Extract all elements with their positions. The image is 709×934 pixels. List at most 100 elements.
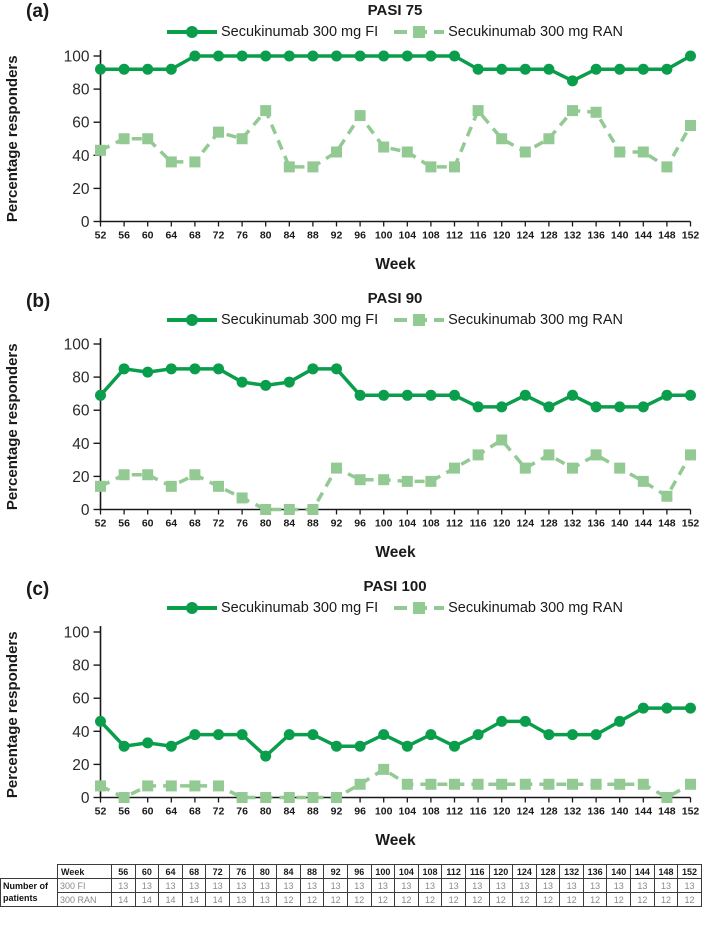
x-tick-label: 112	[446, 230, 463, 242]
x-tick-label: 148	[658, 230, 676, 242]
data-point	[449, 778, 460, 790]
y-tick-label: 40	[72, 724, 90, 741]
x-tick-label: 64	[165, 230, 177, 242]
x-tick-label: 68	[189, 230, 201, 242]
data-point	[661, 63, 673, 75]
data-point	[283, 376, 295, 388]
y-tick-label: 60	[72, 691, 90, 708]
x-tick-label: 92	[331, 230, 343, 242]
data-point	[472, 63, 484, 75]
data-point	[472, 778, 484, 790]
x-tick-label: 108	[422, 518, 440, 530]
y-axis-title: Percentage responders	[4, 343, 21, 510]
patients-table-zone: Week 56 60 64 68 72 76 80 84 88 92 96 100 104 108 112 11…	[0, 864, 709, 907]
data-point	[283, 50, 295, 62]
x-tick-label: 108	[422, 230, 440, 242]
data-point	[331, 146, 342, 158]
week-number-cell: 132	[559, 864, 584, 879]
patient-count-cell: 13	[441, 878, 466, 893]
patient-count-cell: 13	[653, 878, 679, 893]
week-number-cell: 116	[464, 864, 490, 879]
data-point	[95, 389, 106, 401]
patient-count-cell: 13	[417, 878, 443, 893]
data-point	[142, 63, 154, 75]
data-point	[165, 480, 177, 492]
data-point	[637, 146, 649, 158]
data-point	[142, 780, 154, 792]
x-tick-label: 128	[540, 806, 558, 818]
panel-c-letter: (c)	[26, 579, 50, 600]
legend-item-ran: Secukinumab 300 mg RAN	[394, 312, 623, 328]
x-tick-label: 116	[470, 806, 487, 818]
x-tick-label: 76	[236, 518, 248, 530]
patient-count-cell: 13	[323, 878, 348, 893]
x-tick-label: 128	[540, 230, 558, 242]
y-tick-label: 20	[72, 757, 90, 774]
data-point	[142, 737, 154, 749]
data-point	[236, 50, 248, 62]
x-tick-label: 120	[493, 230, 511, 242]
patients-table: Week 56 60 64 68 72 76 80 84 88 92 96 100 104 108 112 11…	[0, 864, 702, 907]
x-tick-label: 104	[399, 230, 417, 242]
x-tick-label: 60	[142, 806, 154, 818]
data-point	[449, 740, 460, 752]
data-point	[118, 363, 130, 375]
week-number-cell: 60	[134, 864, 160, 879]
week-number-cell: 72	[205, 864, 230, 879]
data-point	[661, 161, 673, 173]
panel-c-title: PASI 100	[363, 578, 427, 595]
y-tick-label: 100	[64, 625, 90, 642]
data-point	[236, 492, 248, 504]
data-point	[425, 475, 437, 487]
data-point	[260, 504, 272, 515]
patient-count-cell: 12	[606, 892, 632, 907]
patient-count-cell: 12	[488, 892, 514, 907]
series-ran	[95, 105, 696, 173]
data-point	[637, 475, 649, 487]
x-tick-label: 112	[446, 518, 463, 530]
data-point	[401, 146, 413, 158]
patient-count-cell: 13	[228, 892, 254, 907]
week-number-cell: 80	[252, 864, 278, 879]
data-point	[260, 105, 272, 117]
data-point	[543, 401, 555, 413]
data-point	[401, 389, 413, 401]
x-tick-label: 56	[118, 518, 130, 530]
data-point	[661, 702, 673, 714]
row-label-cell: 300 RAN	[57, 892, 112, 907]
x-tick-label: 80	[260, 806, 272, 818]
x-axis-title: Week	[375, 544, 416, 561]
legend-item-ran: Secukinumab 300 mg RAN	[394, 600, 623, 616]
patient-count-cell: 13	[512, 878, 537, 893]
week-number-cell: 68	[181, 864, 207, 879]
data-point	[496, 434, 508, 446]
data-point	[378, 141, 390, 153]
data-point	[95, 780, 106, 792]
data-point	[567, 729, 578, 741]
y-tick-label: 40	[72, 148, 90, 165]
data-point	[519, 715, 531, 727]
fi-line-circle-marker-icon	[166, 602, 217, 614]
x-tick-label: 104	[399, 806, 417, 818]
patient-count-cell: 13	[346, 878, 372, 893]
data-point	[449, 50, 460, 62]
x-tick-label: 84	[283, 230, 295, 242]
y-axis-title: Percentage responders	[4, 631, 21, 798]
data-point	[496, 715, 508, 727]
data-point	[307, 363, 319, 375]
legend-item-fi: Secukinumab 300 mg FI	[166, 312, 378, 328]
x-tick-label: 144	[635, 518, 653, 530]
x-tick-label: 100	[375, 806, 393, 818]
x-tick-label: 72	[213, 518, 225, 530]
data-point	[307, 729, 319, 741]
patient-count-cell: 13	[276, 878, 301, 893]
data-point	[685, 702, 696, 714]
data-point	[260, 750, 272, 762]
data-point	[590, 449, 602, 461]
week-number-cell: 112	[441, 864, 466, 879]
y-tick-label: 80	[72, 82, 90, 99]
panel-b: (b) PASI 90 Secukinumab 300 mg FI Secuki…	[0, 290, 709, 564]
patient-count-cell: 12	[441, 892, 466, 907]
y-tick-label: 20	[72, 181, 90, 198]
week-header-cell: Week	[57, 864, 112, 879]
